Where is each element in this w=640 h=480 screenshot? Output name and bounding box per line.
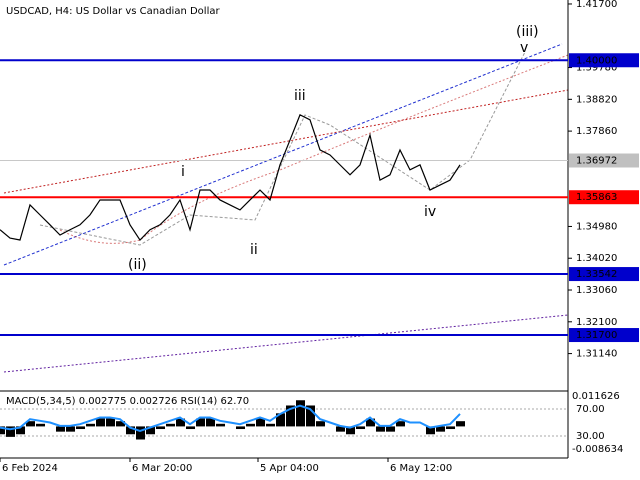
level-tag-label: 1.40000 — [576, 55, 617, 66]
level-tag — [569, 328, 639, 343]
indicator-title: MACD(5,34,5) 0.002775 0.002726 RSI(14) 6… — [6, 396, 249, 407]
level-tag — [569, 53, 639, 68]
macd-bar — [36, 423, 45, 427]
macd-bar — [146, 426, 155, 435]
y-tick-label: 1.39780 — [576, 63, 617, 74]
macd-bar — [356, 426, 365, 430]
macd-bar — [396, 421, 405, 427]
macd-bar — [116, 421, 125, 427]
level-tag — [569, 267, 639, 282]
x-tick-label: 6 Mar 20:00 — [132, 463, 192, 474]
macd-bar — [26, 421, 35, 427]
macd-bar — [376, 426, 385, 432]
macd-bar — [236, 426, 245, 430]
macd-bar — [156, 426, 165, 430]
macd-bar — [336, 426, 345, 432]
macd-bar — [186, 426, 195, 430]
macd-bar — [216, 423, 225, 427]
macd-bar — [266, 423, 275, 427]
macd-bar — [296, 400, 305, 427]
wave-label: iv — [424, 204, 436, 220]
macd-bar — [16, 426, 25, 435]
macd-bar — [346, 426, 355, 435]
wave-label: i — [181, 164, 185, 180]
y-tick-label: -0.008634 — [572, 444, 623, 455]
rsi-line — [0, 404, 461, 432]
macd-bar — [0, 426, 5, 435]
y-tick-label: 0.011626 — [572, 391, 620, 402]
macd-bar — [456, 421, 465, 427]
wave-label: ii — [250, 242, 258, 258]
price-tag-label: 1.36972 — [576, 156, 617, 167]
trend-line — [3, 43, 563, 266]
macd-bar — [276, 413, 285, 427]
macd-bar — [126, 426, 135, 435]
trend-line — [3, 89, 569, 194]
price-line — [0, 114, 461, 241]
macd-bar — [286, 405, 295, 427]
y-tick-label: 1.38820 — [576, 94, 617, 105]
level-tag-label: 1.31700 — [576, 330, 617, 341]
macd-bar — [366, 418, 375, 427]
level-tag-label: 1.35863 — [576, 192, 617, 203]
wave-label: iii — [294, 88, 306, 104]
macd-bar — [256, 418, 265, 427]
macd-bar — [386, 426, 395, 432]
wave-path — [59, 54, 569, 244]
macd-bar — [76, 426, 85, 430]
macd-bar — [176, 418, 185, 427]
x-tick-label: 6 May 12:00 — [390, 463, 452, 474]
level-tag-label: 1.33542 — [576, 269, 617, 280]
wave-label: v — [520, 40, 528, 56]
y-tick-label: 1.41700 — [576, 0, 617, 10]
wave-label: (ii) — [128, 257, 147, 273]
macd-bar — [66, 426, 75, 432]
x-tick-label: 6 Feb 2024 — [2, 463, 58, 474]
macd-bar — [136, 426, 145, 440]
y-tick-label: 1.32100 — [576, 317, 617, 328]
y2-tick-label: 70.00 — [576, 404, 605, 415]
macd-bar — [436, 426, 445, 432]
y2-tick-label: 30.00 — [576, 431, 605, 442]
y-tick-label: 1.37860 — [576, 126, 617, 137]
y-tick-label: 1.34020 — [576, 253, 617, 264]
macd-bar — [246, 423, 255, 427]
macd-bar — [446, 426, 455, 430]
y-tick-label: 1.31140 — [576, 349, 617, 360]
macd-bar — [106, 418, 115, 427]
macd-bar — [316, 421, 325, 427]
chart-title: USDCAD, H4: US Dollar vs Canadian Dollar — [6, 6, 220, 17]
y-tick-label: 1.33060 — [576, 285, 617, 296]
macd-bar — [96, 418, 105, 427]
macd-bar — [56, 426, 65, 432]
macd-bar — [426, 426, 435, 435]
macd-bar — [206, 418, 215, 427]
wave-label: (iii) — [516, 24, 539, 40]
price-tag — [569, 153, 639, 168]
level-tag — [569, 190, 639, 205]
trend-line — [3, 314, 569, 373]
x-tick-label: 5 Apr 04:00 — [260, 463, 319, 474]
y-tick-label: 1.34980 — [576, 221, 617, 232]
macd-bar — [86, 423, 95, 427]
macd-bar — [306, 405, 315, 427]
macd-bar — [166, 423, 175, 427]
macd-bar — [196, 418, 205, 427]
macd-bar — [6, 426, 15, 437]
